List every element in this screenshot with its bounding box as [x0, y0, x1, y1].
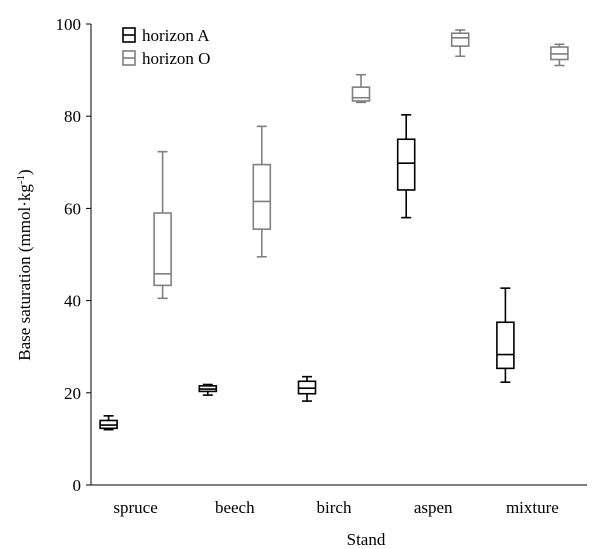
legend-item-horizon-A: horizon A [122, 26, 210, 45]
y-axis-ticks: 0 20 40 60 80 100 [56, 15, 91, 495]
box-horizon-A-birch [297, 375, 317, 402]
y-tick-label: 0 [73, 476, 82, 495]
x-axis-ticks: spruce beech birch aspen mixture [113, 498, 558, 517]
y-axis-title: Base saturation (mmol·kg-1) [15, 169, 34, 360]
box-horizon-A-spruce [99, 415, 118, 431]
legend: horizon A horizon O [122, 26, 210, 68]
y-tick-label: 100 [56, 15, 82, 34]
box-iqr [252, 163, 272, 230]
x-tick-label-beech: beech [215, 498, 255, 517]
x-tick-label-mixture: mixture [506, 498, 559, 517]
y-tick-label: 40 [64, 292, 81, 311]
box-iqr [396, 138, 416, 191]
box-horizon-O-birch [351, 73, 371, 104]
x-axis-title: Stand [347, 530, 386, 549]
legend-item-horizon-O: horizon O [122, 49, 210, 68]
x-tick-label-birch: birch [317, 498, 352, 517]
x-tick-label-spruce: spruce [113, 498, 157, 517]
box-horizon-O-beech [252, 125, 272, 258]
box-iqr [450, 32, 470, 47]
box-horizon-A-beech [198, 383, 218, 396]
box-iqr [153, 212, 172, 287]
plot-area [99, 29, 569, 431]
y-tick-label: 20 [64, 384, 81, 403]
box-horizon-O-mixture [550, 43, 569, 67]
legend-label: horizon O [142, 49, 210, 68]
box-iqr [496, 321, 515, 370]
box-horizon-A-aspen [396, 114, 416, 219]
y-tick-label: 60 [64, 199, 81, 218]
legend-label: horizon A [142, 26, 210, 45]
box-horizon-O-spruce [153, 150, 172, 300]
box-horizon-A-mixture [496, 287, 515, 383]
box-horizon-O-aspen [450, 29, 470, 58]
box-iqr [351, 86, 371, 102]
x-tick-label-aspen: aspen [414, 498, 453, 517]
y-tick-label: 80 [64, 107, 81, 126]
